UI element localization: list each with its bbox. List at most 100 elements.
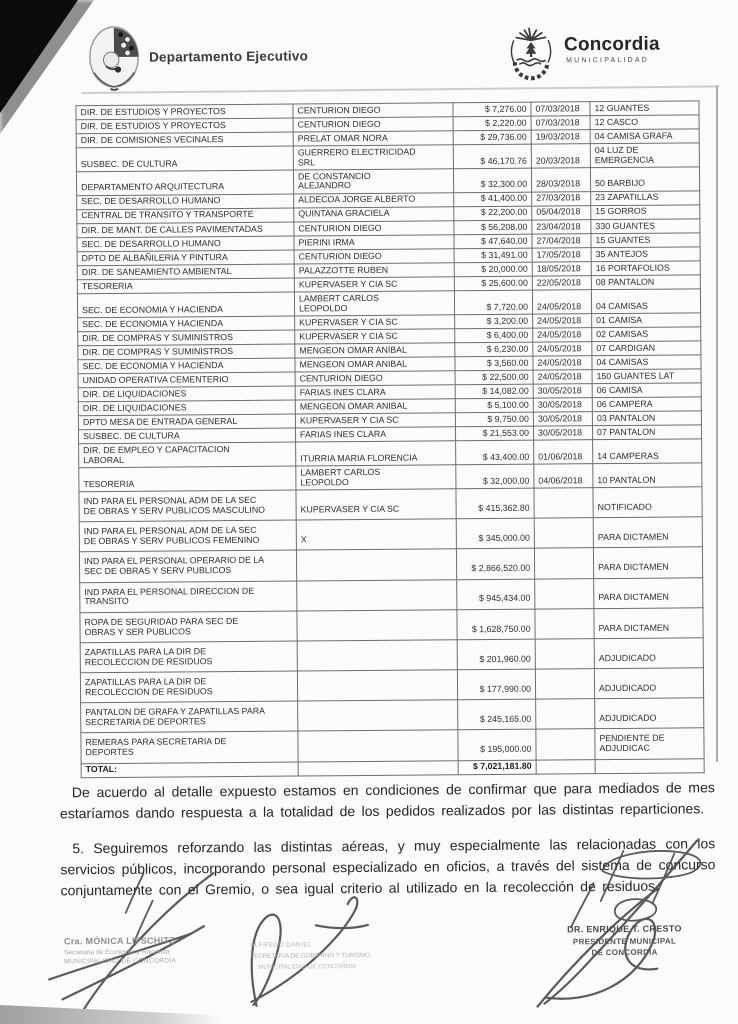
cell-provider: QUINTANA GRACIELA	[293, 206, 454, 222]
signer-name: ALFREDO DANIEL	[250, 941, 313, 949]
cell-amount: $ 245,165.00	[457, 699, 536, 731]
cell-amount: $ 22,200.00	[453, 206, 532, 221]
cell-item: 15 GUANTES	[590, 232, 701, 248]
requests-table-body: DIR. DE ESTUDIOS Y PROYECTOS CENTURION DI…	[75, 100, 705, 778]
cell-dept: ZAPATILLAS PARA LA DIR DE RECOLECCION DE…	[80, 640, 298, 673]
cell-item: 02 CAMISAS	[591, 326, 701, 342]
cell-amount: $ 14,082.00	[455, 384, 534, 399]
cell-date: 30/05/2018	[533, 397, 593, 413]
cell-dept: IND PARA EL PERSONAL OPERARIO DE LA SEC …	[79, 550, 297, 583]
cell-provider: LAMBERT CARLOS LEOPOLDO	[295, 464, 456, 490]
cell-provider	[296, 549, 457, 581]
cell-provider: PALAZZOTTE RUBEN	[294, 262, 455, 279]
cell-provider: PRELAT OMAR NORA	[293, 130, 454, 147]
signer-name: Cra. MÓNICA LIFSCHITZ	[63, 935, 176, 947]
cell-date: 20/03/2018	[531, 143, 591, 169]
scan-right-edge-line	[716, 86, 718, 762]
table-row: IND PARA EL PERSONAL ADM DE LA SEC DE OB…	[78, 486, 703, 522]
cell-date: 18/05/2018	[532, 261, 592, 277]
signature-block-right: DR. ENRIQUE T. CRESTO PRESIDENTE MUNICIP…	[532, 923, 717, 957]
concordia-crest-icon	[502, 24, 561, 91]
table-row: IND PARA EL PERSONAL ADM DE LA SEC DE OB…	[79, 516, 703, 553]
cell-provider: KUPERVASER Y CIA SC	[294, 314, 455, 330]
cell-date	[535, 729, 596, 760]
signer-org: DE CONCORDIA	[591, 947, 658, 958]
paragraph-item-5: 5. Seguiremos reforzando las distintas a…	[60, 835, 716, 899]
cell-item: 150 GUANTES LAT	[592, 368, 702, 384]
cell-dept: IND PARA EL PERSONAL ADM DE LA SEC DE OB…	[78, 489, 297, 522]
signer-role: Secretaria de Economía y Hacienda	[64, 948, 170, 957]
cell-amount: $ 20,000.00	[454, 262, 533, 277]
cell-date	[534, 548, 594, 579]
cell-date: 30/05/2018	[533, 425, 593, 441]
cell-date: 30/05/2018	[533, 411, 593, 427]
cell-date: 30/05/2018	[533, 383, 593, 399]
cell-provider	[297, 669, 458, 702]
cell-date: 07/03/2018	[530, 101, 591, 117]
cell-amount: $ 43,400.00	[455, 440, 534, 465]
cell-date	[534, 578, 594, 609]
cell-item: 15 GORROS	[590, 204, 700, 220]
cell-date: 24/05/2018	[532, 327, 592, 343]
cell-provider: CENTURION DIEGO	[293, 220, 454, 236]
cell-item: PARA DICTAMEN	[593, 607, 704, 639]
signature-block-center: ALFREDO DANIEL SECRETARIA DE GOBIERNO Y …	[250, 941, 410, 971]
signer-org: MUNICIPALIDAD DE CONCORDIA	[64, 957, 177, 966]
cell-dept: IND PARA EL PERSONAL DIRECCION DE TRANSI…	[79, 580, 297, 613]
cell-provider: CENTURION DIEGO	[293, 116, 454, 133]
cell-amount: $ 22,500.00	[455, 370, 534, 385]
signer-role: SECRETARIA DE GOBIERNO Y TURISMO	[250, 951, 371, 960]
cell-dept: SUSBEC. DE CULTURA	[76, 146, 294, 172]
cell-item: 23 ZAPATILLAS	[590, 190, 700, 206]
cell-amount: $ 47,640.00	[453, 234, 533, 249]
cell-item: 07 CARDIGAN	[591, 340, 701, 356]
cell-date: 24/05/2018	[532, 341, 592, 357]
cell-item: PARA DICTAMEN	[593, 547, 703, 579]
cell-provider	[297, 730, 459, 762]
cell-item: 35 ANTEJOS	[591, 246, 701, 262]
table-row: PANTALON DE GRAFA Y ZAPATILLAS PARA SECR…	[80, 698, 704, 734]
cell-amount: $ 9,750.00	[455, 412, 534, 427]
cell-provider: FARIAS INES CLARA	[295, 384, 456, 401]
cell-provider: KUPERVASER Y CIA SC	[294, 328, 455, 345]
cell-provider: MENGEON OMAR ANIBAL	[295, 398, 456, 415]
cell-provider: FARIAS INES CLARA	[295, 426, 456, 443]
cell-provider: CENTURION DIEGO	[295, 370, 456, 387]
cell-amount: $ 32,300.00	[453, 168, 532, 193]
cell-amount: $ 6,400.00	[454, 328, 533, 343]
cell-amount: $ 201,960.00	[457, 639, 536, 670]
cell-item: 06 CAMISA	[592, 382, 702, 398]
cell-amount: $ 7,276.00	[452, 102, 532, 117]
signature-block-left: Cra. MÓNICA LIFSCHITZ Secretaria de Econ…	[64, 935, 234, 965]
cell-provider: MENGEON OMAR ANIBAL	[294, 356, 456, 373]
total-provider-empty	[298, 760, 459, 776]
cell-item: 14 CAMPERAS	[592, 439, 702, 464]
cell-amount: $ 195,000.00	[457, 729, 537, 761]
cell-item: 07 PANTALON	[592, 425, 702, 440]
table-row: ZAPATILLAS PARA LA DIR DE RECOLECCION DE…	[80, 667, 704, 703]
cell-item: 03 PANTALON	[592, 410, 702, 426]
cell-date: 23/04/2018	[531, 219, 591, 235]
signer-role: PRESIDENTE MUNICIPAL	[572, 936, 677, 947]
cell-provider: KUPERVASER Y CIA SC	[295, 488, 457, 521]
cell-provider: MENGEON OMAR ANIBAL	[294, 342, 455, 359]
cell-date	[534, 517, 594, 549]
brand-subtitle: MUNICIPALIDAD	[566, 56, 650, 65]
cell-date	[533, 487, 594, 519]
cell-date: 17/05/2018	[532, 247, 592, 263]
cell-provider: CENTURION DIEGO	[294, 248, 455, 265]
total-date-empty	[536, 759, 596, 774]
cell-amount: $ 25,600.00	[454, 276, 533, 291]
cell-date: 01/06/2018	[533, 439, 593, 465]
cell-item: ADJUDICADO	[594, 637, 704, 669]
cell-amount: $ 7,720.00	[454, 290, 533, 315]
paragraph-confirmation: De acuerdo al detalle expuesto estamos e…	[59, 779, 715, 822]
cell-dept: SEC. DE ECONOMIA Y HACIENDA	[77, 292, 295, 318]
total-item-empty	[595, 758, 705, 774]
cell-item: 04 CAMISA GRAFA	[590, 128, 700, 144]
cell-date: 04/06/2018	[533, 463, 593, 489]
cell-provider: CENTURION DIEGO	[292, 102, 454, 119]
